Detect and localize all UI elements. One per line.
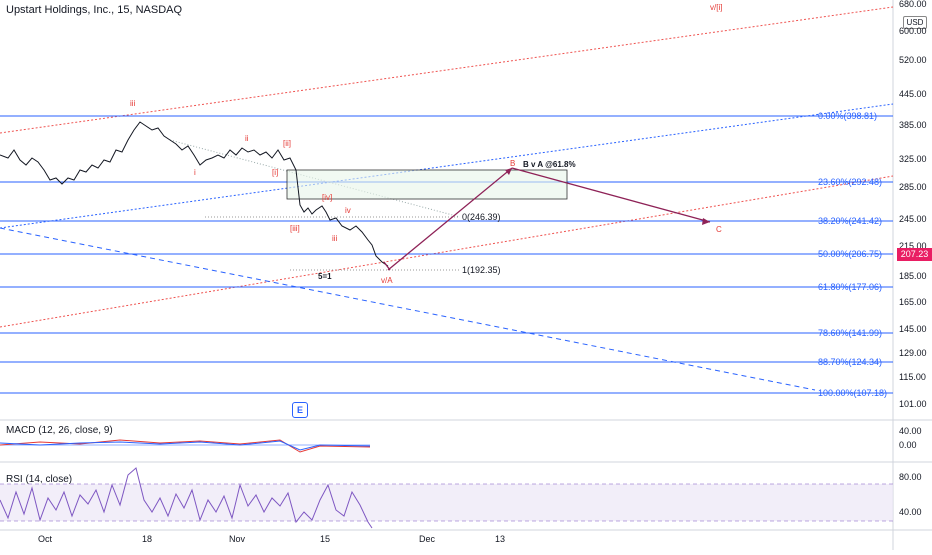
fib-label: 78.60%(141.99) bbox=[818, 328, 883, 338]
chart-title: Upstart Holdings, Inc., 15, NASDAQ bbox=[6, 4, 183, 16]
price-axis[interactable]: 680.00 600.00 520.00 445.00 385.00 325.0… bbox=[895, 0, 932, 420]
wave-label: v/A bbox=[381, 276, 393, 285]
price-tick: 520.00 bbox=[899, 55, 927, 65]
price-tick: 145.00 bbox=[899, 324, 927, 334]
wave-label: iv bbox=[345, 206, 351, 215]
time-label: Dec bbox=[419, 534, 436, 544]
wave-label: [i] bbox=[272, 168, 279, 177]
time-label: 13 bbox=[495, 534, 506, 544]
wave-label: iii bbox=[130, 99, 136, 108]
wave-label: C bbox=[716, 225, 722, 234]
price-tick: 101.00 bbox=[899, 399, 927, 409]
fib-label: 61.80%(177.06) bbox=[818, 282, 883, 292]
macd-tick: 40.00 bbox=[899, 426, 922, 436]
fib-label: 23.60%(292.48) bbox=[818, 177, 883, 187]
wave-label: ii bbox=[245, 134, 249, 143]
fib-lines bbox=[0, 115, 893, 394]
price-tick: 129.00 bbox=[899, 348, 927, 358]
time-label: 18 bbox=[142, 534, 153, 544]
price-tick: 325.00 bbox=[899, 154, 927, 164]
price-tick: 115.00 bbox=[899, 372, 926, 382]
wave-label: iii bbox=[332, 234, 338, 243]
macd-label[interactable]: MACD (12, 26, close, 9) bbox=[6, 425, 113, 436]
five-eq-one-label: 5=1 bbox=[318, 272, 332, 281]
rsi-tick: 80.00 bbox=[899, 472, 922, 482]
macd-tick: 0.00 bbox=[899, 440, 917, 450]
wave-label: [iv] bbox=[322, 193, 333, 202]
fib-zero-label: 0(246.39) bbox=[462, 212, 501, 222]
price-tick: 165.00 bbox=[899, 297, 927, 307]
price-tick: 245.00 bbox=[899, 214, 927, 224]
rsi-tick: 40.00 bbox=[899, 507, 922, 517]
price-tick: 600.00 bbox=[899, 26, 927, 36]
wave-label: B bbox=[510, 159, 516, 168]
fib-one-label: 1(192.35) bbox=[462, 265, 501, 275]
wave-label: v/[i] bbox=[710, 3, 723, 12]
price-tick: 185.00 bbox=[899, 271, 927, 281]
price-tick: 680.00 bbox=[899, 0, 927, 9]
rsi-label[interactable]: RSI (14, close) bbox=[6, 474, 73, 485]
time-label: 15 bbox=[320, 534, 331, 544]
time-axis[interactable]: Oct 18 Nov 15 Dec 13 bbox=[0, 531, 893, 550]
fib-label: 0.00%(398.81) bbox=[818, 111, 878, 121]
price-tick: 385.00 bbox=[899, 120, 927, 130]
price-tick: 445.00 bbox=[899, 89, 927, 99]
wave-label: [iii] bbox=[290, 224, 300, 233]
earnings-button[interactable]: E bbox=[292, 402, 308, 418]
price-tick: 215.00 bbox=[899, 241, 927, 251]
wave-label: [ii] bbox=[283, 139, 291, 148]
last-price-badge: 207.23 bbox=[897, 248, 932, 261]
fib-label: 100.00%(107.18) bbox=[818, 388, 888, 398]
b-v-a-label: B v A @61.8% bbox=[523, 160, 576, 169]
time-label: Oct bbox=[38, 534, 53, 544]
time-label: Nov bbox=[229, 534, 246, 544]
price-tick: 285.00 bbox=[899, 182, 927, 192]
fib-label: 38.20%(241.42) bbox=[818, 216, 883, 226]
fib-label: 50.00%(206.75) bbox=[818, 249, 883, 259]
fib-label: 88.70%(124.34) bbox=[818, 357, 883, 367]
wave-label: i bbox=[194, 168, 196, 177]
currency-button[interactable]: USD bbox=[903, 16, 927, 29]
